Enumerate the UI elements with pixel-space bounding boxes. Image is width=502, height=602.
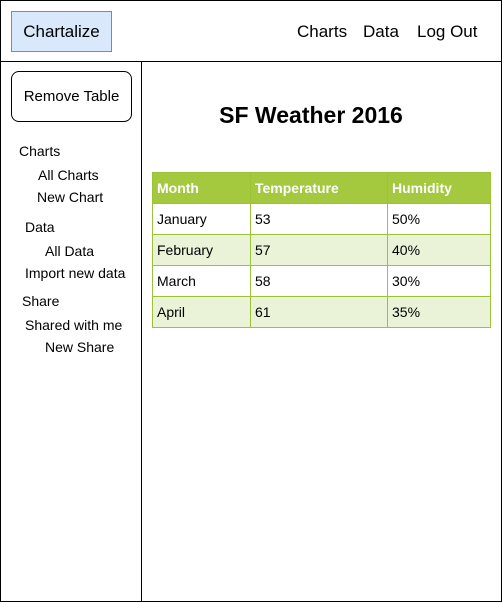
nav-charts-link[interactable]: Charts	[297, 22, 348, 41]
cell-month: February	[152, 234, 251, 266]
remove-table-button[interactable]: Remove Table	[11, 71, 132, 122]
cell-temperature: 57	[250, 234, 388, 266]
column-header-temperature: Temperature	[250, 172, 388, 204]
cell-humidity: 40%	[387, 234, 491, 266]
cell-temperature: 61	[250, 296, 388, 328]
table-row: April 61 35%	[152, 296, 491, 328]
cell-month: March	[152, 265, 251, 297]
cell-humidity: 35%	[387, 296, 491, 328]
main-content: SF Weather 2016 Month Temperature Humidi…	[142, 62, 501, 602]
table-row: March 58 30%	[152, 265, 491, 297]
table-row: February 57 40%	[152, 234, 491, 266]
cell-humidity: 30%	[387, 265, 491, 297]
cell-temperature: 58	[250, 265, 388, 297]
sidebar-item-import-data[interactable]: Import new data	[25, 265, 126, 281]
cell-month: April	[152, 296, 251, 328]
page-title: SF Weather 2016	[219, 102, 403, 128]
cell-month: January	[152, 203, 251, 235]
weather-data-table: Month Temperature Humidity January 53 50…	[152, 172, 491, 328]
top-navigation-bar: Chartalize Charts Data Log Out	[1, 1, 501, 62]
nav-data-link[interactable]: Data	[363, 22, 399, 41]
table-header-row: Month Temperature Humidity	[152, 172, 491, 204]
table-row: January 53 50%	[152, 203, 491, 235]
sidebar-item-new-share[interactable]: New Share	[45, 339, 115, 355]
sidebar-item-shared-with-me[interactable]: Shared with me	[25, 317, 123, 333]
nav-logout-link[interactable]: Log Out	[417, 22, 478, 41]
column-header-humidity: Humidity	[387, 172, 491, 204]
sidebar-section-charts[interactable]: Charts	[19, 143, 61, 159]
cell-humidity: 50%	[387, 203, 491, 235]
column-header-month: Month	[152, 172, 251, 204]
brand-logo-button[interactable]: Chartalize	[11, 11, 112, 52]
sidebar-item-all-charts[interactable]: All Charts	[38, 167, 99, 183]
cell-temperature: 53	[250, 203, 388, 235]
sidebar-section-share[interactable]: Share	[22, 293, 60, 309]
sidebar-section-data[interactable]: Data	[25, 219, 55, 235]
sidebar-item-new-chart[interactable]: New Chart	[37, 189, 104, 205]
sidebar-item-all-data[interactable]: All Data	[45, 243, 95, 259]
sidebar: Remove Table Charts All Charts New Chart…	[1, 62, 142, 602]
